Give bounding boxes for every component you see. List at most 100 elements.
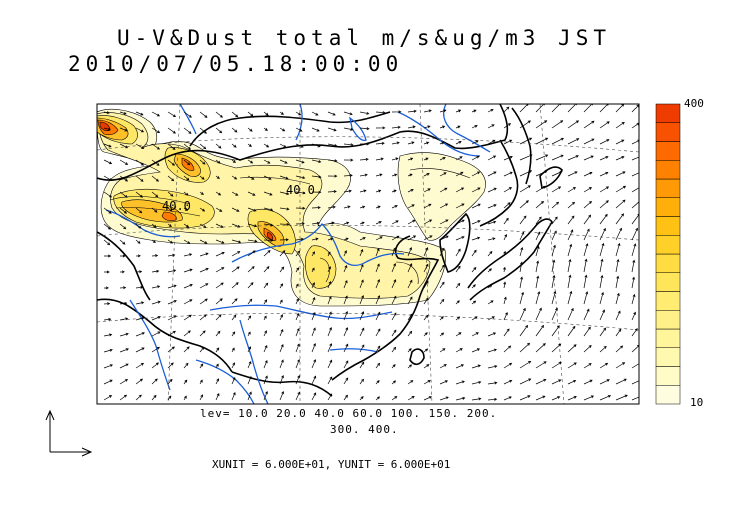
wind-arrow — [631, 380, 639, 385]
wind-arrow — [263, 111, 269, 116]
contour-levels-line1: lev= 10.0 20.0 40.0 60.0 100. 150. 200. — [200, 407, 498, 420]
wind-arrow — [311, 127, 320, 132]
wind-arrow — [503, 155, 513, 161]
wind-arrow — [631, 293, 636, 305]
wind-arrow — [279, 374, 284, 385]
wind-arrow — [295, 191, 306, 195]
wind-arrow — [423, 235, 433, 241]
wind-arrow — [151, 331, 161, 337]
wind-arrow — [583, 326, 591, 337]
wind-arrow — [247, 266, 255, 273]
wind-arrow — [535, 245, 540, 257]
wind-arrow — [135, 316, 145, 321]
wind-arrow — [231, 127, 238, 133]
wind-arrow — [263, 315, 267, 321]
wind-arrow — [135, 207, 143, 214]
wind-arrow — [359, 361, 365, 369]
wind-arrow — [439, 298, 445, 305]
wind-arrow — [343, 377, 349, 385]
wind-arrow — [327, 266, 331, 273]
wind-arrow — [535, 154, 549, 161]
wind-arrow — [295, 127, 303, 132]
wind-arrow — [183, 159, 191, 166]
mekong-river — [239, 319, 269, 404]
wind-arrow — [631, 187, 639, 193]
wind-arrow — [263, 299, 268, 305]
wind-arrow — [535, 120, 548, 129]
wind-arrow — [199, 298, 208, 305]
wind-arrow — [631, 172, 639, 177]
wind-arrow — [311, 190, 322, 194]
wind-arrow — [103, 159, 113, 165]
wind-arrow — [407, 396, 415, 401]
wind-arrow — [279, 283, 284, 289]
wind-arrow — [343, 173, 353, 177]
wind-arrow — [503, 296, 507, 305]
wind-arrow — [439, 172, 447, 177]
wind-arrow — [583, 274, 588, 289]
wind-arrow — [135, 332, 145, 337]
wind-arrow — [487, 237, 496, 241]
wind-arrow — [503, 106, 510, 113]
wind-arrow — [455, 219, 465, 225]
wind-arrow — [439, 316, 444, 321]
wind-arrow — [183, 283, 193, 289]
wind-arrow — [343, 343, 349, 353]
wind-arrow — [375, 311, 381, 321]
wind-arrow — [599, 200, 609, 209]
wind-arrow — [103, 143, 112, 148]
wind-arrow — [567, 215, 575, 225]
indus-river — [129, 299, 171, 391]
wind-arrow — [503, 123, 512, 129]
wind-arrow — [359, 396, 364, 401]
wind-arrow — [631, 396, 639, 401]
wind-arrow — [183, 207, 188, 211]
wind-arrow — [151, 378, 158, 385]
wind-arrow — [151, 223, 157, 228]
wind-arrow — [103, 239, 111, 246]
wind-arrow — [103, 395, 113, 401]
wind-arrow — [567, 307, 574, 321]
wind-arrow — [407, 173, 413, 177]
wind-arrow — [247, 331, 251, 337]
wind-arrow — [343, 360, 349, 369]
wind-arrow — [327, 111, 336, 116]
wind-arrow — [151, 239, 156, 243]
wind-arrow — [247, 191, 256, 196]
wind-arrow — [583, 291, 589, 305]
wind-arrow — [407, 296, 413, 305]
wind-arrow — [311, 206, 321, 210]
wind-arrow — [151, 269, 160, 273]
wind-arrow — [279, 127, 286, 132]
wind-arrow — [391, 364, 396, 369]
wind-arrow — [631, 363, 639, 369]
wind-arrow — [279, 314, 283, 321]
wind-arrow — [535, 307, 542, 321]
wind-arrow — [359, 311, 365, 321]
wind-arrow — [487, 108, 494, 113]
lake-baikal — [349, 116, 367, 142]
wind-arrow — [615, 275, 620, 289]
colorbar-swatch — [655, 347, 681, 367]
wind-arrow — [375, 362, 381, 369]
wind-arrow — [103, 333, 113, 337]
wind-arrow — [583, 155, 594, 161]
wind-arrow — [503, 379, 513, 385]
wind-arrow — [615, 310, 621, 321]
wind-arrow — [215, 363, 219, 369]
wind-arrow — [359, 264, 364, 273]
colorbar-swatch — [655, 216, 681, 236]
wind-arrow — [407, 157, 414, 161]
wind-arrow — [535, 291, 541, 305]
wind-arrow — [583, 138, 595, 145]
wind-arrow — [455, 300, 460, 305]
wind-arrow — [263, 390, 268, 401]
wind-arrow — [391, 279, 397, 289]
wind-arrow — [327, 359, 333, 369]
wind-arrow — [151, 394, 157, 401]
wind-arrow — [391, 329, 397, 337]
wind-arrow — [359, 142, 370, 146]
wind-arrow — [359, 127, 370, 131]
wind-arrow — [199, 127, 207, 134]
wind-arrow — [263, 344, 268, 353]
